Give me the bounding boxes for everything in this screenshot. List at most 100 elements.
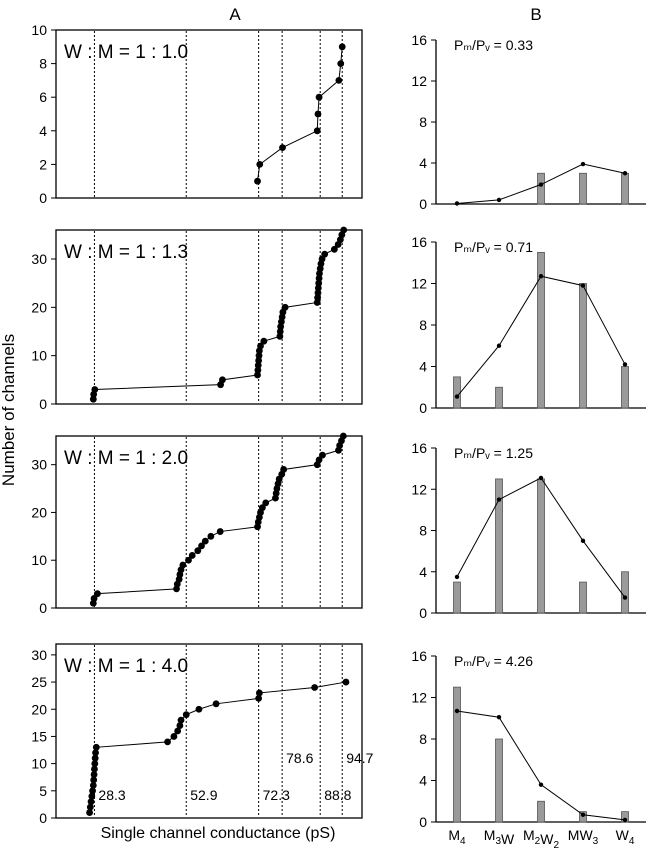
data-point (86, 809, 93, 816)
binomial-point (454, 708, 460, 714)
data-point (321, 250, 329, 258)
data-point (315, 456, 323, 464)
data-point (258, 504, 266, 512)
bar (537, 172, 545, 205)
bar (579, 581, 587, 614)
ratio-label: W : M = 1 : 1.3 (64, 242, 188, 263)
binomial-point (496, 715, 502, 720)
y-tick-label: 0 (419, 400, 427, 416)
data-point (280, 466, 288, 473)
data-point (91, 386, 99, 393)
data-point (219, 376, 226, 384)
probability-ratio-label: Pₘ/Pᵥ = 1.25 (454, 445, 533, 461)
ratio-label: W : M = 1 : 4.0 (64, 656, 188, 677)
data-point (254, 371, 261, 379)
bar (621, 366, 629, 409)
bar (579, 283, 587, 409)
category-label: M3W (484, 827, 515, 847)
binomial-point (622, 595, 628, 600)
bar (537, 800, 545, 823)
data-point (315, 279, 323, 287)
y-tick-label: 25 (31, 674, 47, 690)
conductance-label: 88.8 (324, 787, 351, 803)
data-point (255, 689, 263, 697)
data-point (254, 361, 262, 369)
data-point (164, 738, 171, 746)
data-point (335, 77, 343, 84)
data-point (170, 733, 178, 740)
bar (453, 376, 461, 409)
binomial-point (538, 475, 544, 481)
data-point (207, 532, 215, 540)
y-tick-label: 16 (411, 648, 427, 664)
binomial-point (622, 171, 628, 176)
data-point (255, 694, 263, 702)
data-point (89, 787, 96, 795)
data-point (89, 395, 97, 403)
y-axis-label: Number of channels (0, 334, 18, 486)
data-point (276, 332, 284, 340)
data-point (314, 284, 322, 292)
y-tick-label: 12 (411, 73, 427, 89)
data-point (281, 303, 289, 311)
y-tick-label: 0 (419, 814, 427, 830)
y-tick-label: 4 (419, 564, 427, 580)
y-tick-label: 16 (411, 440, 427, 456)
data-point (216, 528, 224, 535)
probability-ratio-label: Pₘ/Pᵥ = 0.71 (454, 239, 533, 255)
bar (453, 686, 461, 823)
conductance-label: 28.3 (98, 787, 125, 803)
data-point (276, 328, 284, 335)
conductance-label: 78.6 (286, 750, 313, 766)
data-point (91, 754, 99, 762)
y-tick-label: 0 (39, 810, 47, 826)
bar (621, 571, 629, 614)
ratio-label: W : M = 1 : 2.0 (64, 448, 188, 469)
probability-ratio-label: Pₘ/Pᵥ = 4.26 (454, 653, 533, 669)
data-point (330, 245, 338, 253)
data-point (311, 684, 319, 691)
y-tick-label: 20 (31, 701, 47, 717)
bar (579, 172, 587, 205)
y-tick-label: 4 (419, 359, 427, 375)
data-point (92, 749, 99, 757)
bar-panel-B1: 0 4 8 12 16 Pₘ/Pᵥ = 0.33 (411, 32, 646, 212)
y-tick-label: 8 (419, 317, 427, 333)
data-point (254, 177, 261, 185)
bar (453, 581, 461, 614)
data-point (255, 352, 263, 360)
y-tick-label: 20 (31, 504, 47, 520)
y-tick-label: 8 (419, 523, 427, 539)
data-point (339, 432, 347, 440)
data-point (313, 299, 321, 306)
bar (537, 478, 545, 614)
data-point (314, 294, 321, 302)
binomial-point (454, 394, 460, 399)
bar (495, 738, 503, 823)
category-label: M4 (448, 827, 466, 847)
data-point (86, 803, 94, 811)
y-tick-label: 0 (419, 605, 427, 621)
y-tick-label: 16 (411, 234, 427, 250)
data-point (279, 144, 286, 152)
conductance-label: 94.7 (346, 750, 373, 766)
x-axis-label: Single channel conductance (pS) (101, 825, 336, 842)
scatter-panel-A2: 0 10 20 30 W : M = 1 : 1.3 (31, 226, 363, 412)
y-tick-label: 12 (411, 276, 427, 292)
data-point (255, 357, 263, 364)
probability-ratio-label: Pₘ/Pᵥ = 0.33 (454, 37, 533, 53)
bar (495, 478, 503, 614)
binomial-point (580, 812, 586, 817)
data-point (262, 499, 270, 507)
scatter-panel-A3: 0 10 20 30 W : M = 1 : 2.0 (31, 432, 363, 616)
data-point (314, 110, 322, 118)
bar-panel-B3: 0 4 8 12 16 Pₘ/Pᵥ = 1.25 (411, 440, 646, 621)
data-point (90, 595, 98, 602)
y-tick-label: 6 (39, 89, 47, 105)
y-tick-label: 10 (31, 22, 47, 38)
data-point (340, 226, 348, 234)
conductance-label: 72.3 (263, 787, 290, 803)
data-point (254, 366, 262, 374)
y-tick-label: 4 (419, 155, 427, 171)
y-tick-label: 8 (419, 114, 427, 130)
